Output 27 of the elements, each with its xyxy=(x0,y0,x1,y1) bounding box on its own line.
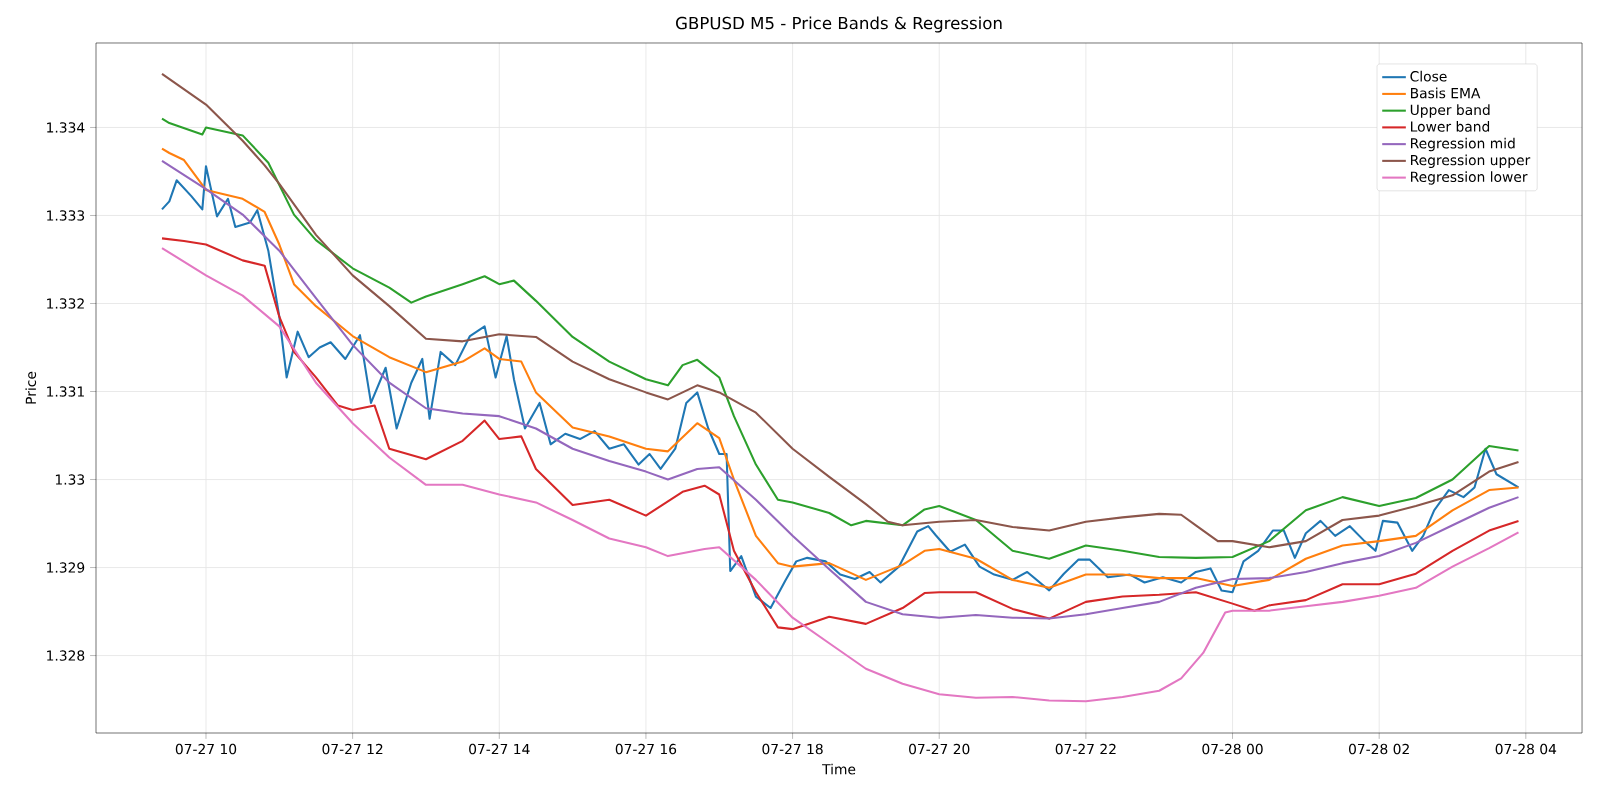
y-tick-label: 1.33 xyxy=(55,474,85,485)
y-tick-label: 1.331 xyxy=(47,386,84,397)
x-tick-label: 07-28 00 xyxy=(1202,743,1263,755)
x-tick-label: 07-27 16 xyxy=(615,743,677,755)
x-tick-label: 07-27 10 xyxy=(175,743,237,755)
legend-label: Basis EMA xyxy=(1411,87,1481,99)
legend-label: Upper band xyxy=(1410,104,1490,118)
x-tick-label: 07-27 20 xyxy=(909,743,970,755)
y-axis-title: Price xyxy=(25,371,37,404)
y-tick-label: 1.334 xyxy=(47,122,85,133)
legend-label: Regression mid xyxy=(1411,137,1515,152)
x-tick-label: 07-27 22 xyxy=(1055,743,1116,755)
y-tick-label: 1.333 xyxy=(47,210,85,221)
x-tick-label: 07-27 18 xyxy=(762,743,823,755)
x-axis-title: Time xyxy=(822,763,856,775)
legend-label: Regression lower xyxy=(1411,171,1528,185)
legend-label: Regression upper xyxy=(1411,154,1531,168)
y-tick-label: 1.332 xyxy=(47,298,84,309)
legend-label: Lower band xyxy=(1411,121,1490,132)
x-tick-label: 07-28 04 xyxy=(1495,743,1557,755)
y-tick-label: 1.329 xyxy=(47,562,85,573)
legend-label: Close xyxy=(1410,70,1447,82)
x-tick-label: 07-28 02 xyxy=(1348,743,1409,755)
chart-title: GBPUSD M5 - Price Bands & Regression xyxy=(676,16,1002,33)
x-tick-label: 07-27 12 xyxy=(322,743,383,755)
x-tick-label: 07-27 14 xyxy=(469,743,530,755)
y-tick-label: 1.328 xyxy=(47,650,85,661)
